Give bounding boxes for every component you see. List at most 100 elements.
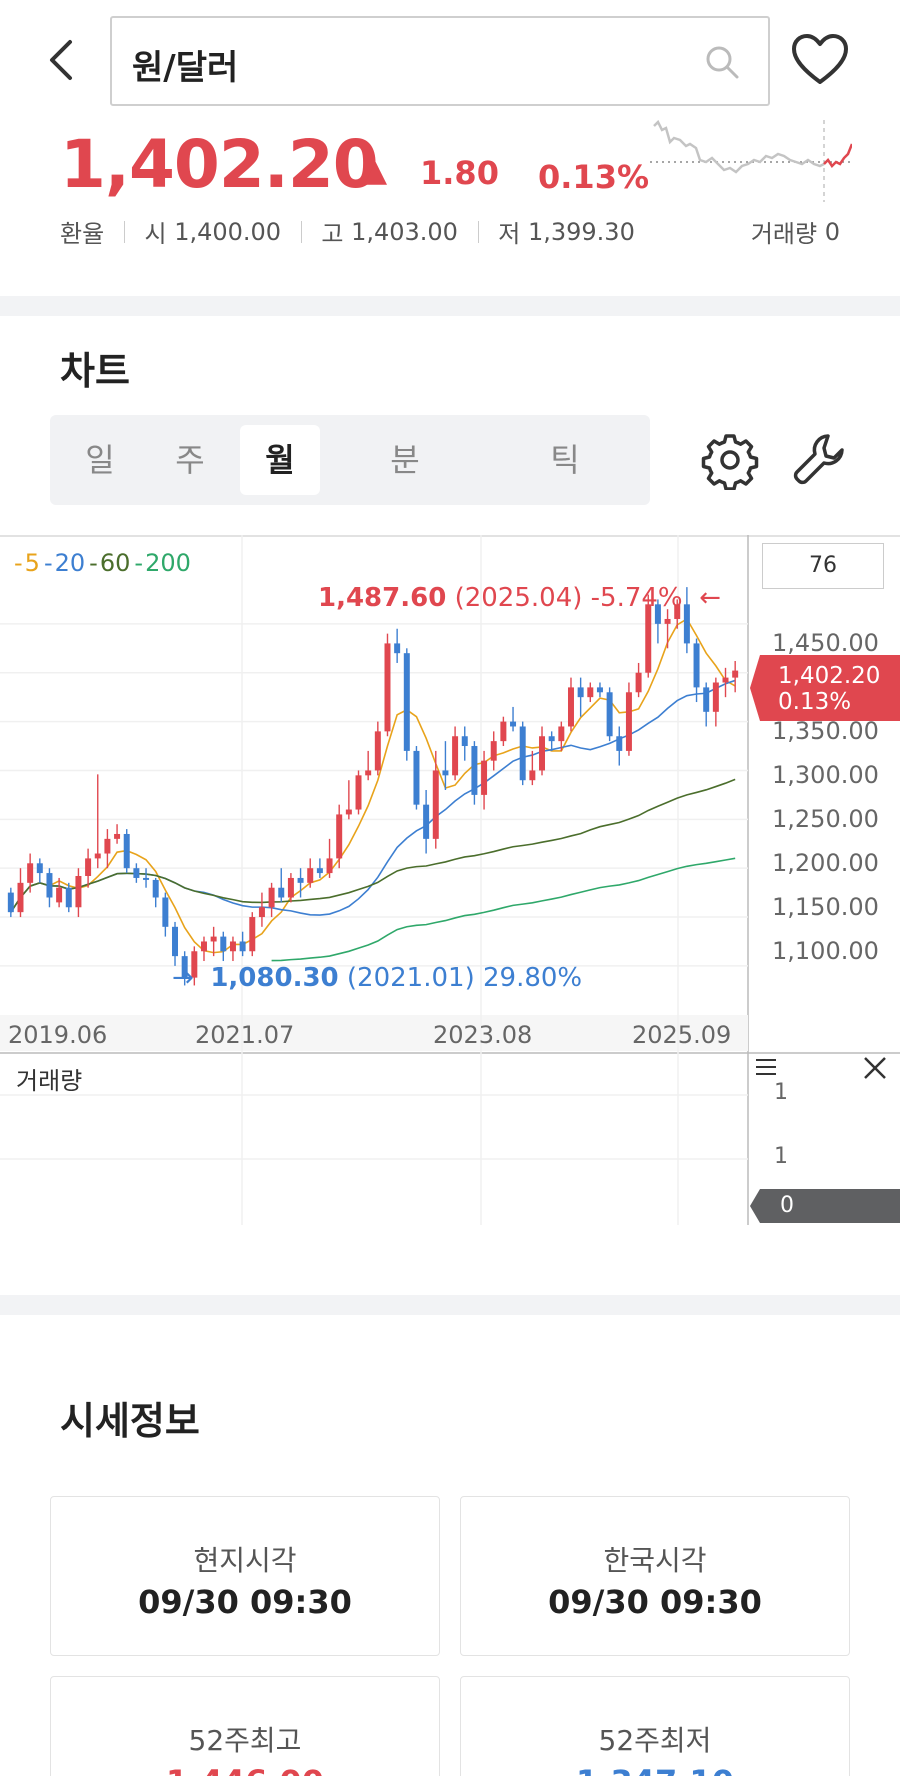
candle-body[interactable] bbox=[654, 604, 661, 624]
candle-body[interactable] bbox=[529, 770, 536, 781]
candle-body[interactable] bbox=[645, 604, 652, 673]
candle-body[interactable] bbox=[94, 853, 101, 859]
chart-tools-button[interactable] bbox=[790, 430, 850, 490]
candle-body[interactable] bbox=[461, 736, 468, 747]
candle-body[interactable] bbox=[181, 956, 188, 978]
candle-body[interactable] bbox=[519, 726, 526, 781]
candle-body[interactable] bbox=[693, 643, 700, 688]
candle-body[interactable] bbox=[490, 741, 497, 761]
candle-body[interactable] bbox=[326, 858, 333, 874]
candle-body[interactable] bbox=[85, 858, 92, 876]
candle-body[interactable] bbox=[133, 868, 140, 878]
tab-minute[interactable]: 분 bbox=[390, 441, 420, 479]
candle-body[interactable] bbox=[616, 736, 623, 751]
candlestick-chart[interactable]: -5 -20 -60 -200 76 1,487.60 (2025.04) -5.74… bbox=[0, 535, 900, 1225]
candle-body[interactable] bbox=[355, 775, 362, 810]
chart-settings-button[interactable] bbox=[700, 430, 760, 491]
y-tick-label: 1,350.00 bbox=[772, 717, 879, 745]
tab-tick[interactable]: 틱 bbox=[550, 441, 580, 479]
hamburger-menu-icon[interactable] bbox=[754, 1055, 778, 1079]
candle-body[interactable] bbox=[191, 951, 198, 978]
candle-body[interactable] bbox=[75, 876, 82, 908]
candle-body[interactable] bbox=[143, 877, 150, 880]
candle-body[interactable] bbox=[27, 863, 34, 883]
candle-body[interactable] bbox=[587, 687, 594, 698]
candle-body[interactable] bbox=[452, 736, 459, 776]
chart-canvas[interactable] bbox=[0, 535, 900, 1225]
candle-body[interactable] bbox=[220, 936, 227, 952]
chart-interval-tabs: 일 주 월 분 틱 bbox=[50, 415, 650, 505]
candle-body[interactable] bbox=[268, 887, 275, 908]
candle-body[interactable] bbox=[229, 941, 236, 952]
candle-body[interactable] bbox=[664, 618, 671, 624]
candle-body[interactable] bbox=[297, 877, 304, 883]
candle-body[interactable] bbox=[7, 892, 14, 913]
candle-body[interactable] bbox=[481, 760, 488, 795]
candle-body[interactable] bbox=[722, 677, 729, 683]
candle-body[interactable] bbox=[471, 746, 478, 795]
period-count-box[interactable]: 76 bbox=[762, 543, 884, 589]
candle-body[interactable] bbox=[500, 721, 507, 742]
candle-body[interactable] bbox=[239, 941, 246, 952]
candle-body[interactable] bbox=[606, 692, 613, 737]
y-tick-label: 1,250.00 bbox=[772, 805, 879, 833]
ma-20-label: -20 bbox=[44, 549, 87, 577]
period-low-pct: 29.80% bbox=[482, 963, 583, 993]
candle-body[interactable] bbox=[374, 731, 381, 771]
candle-body[interactable] bbox=[104, 838, 111, 854]
candle-body[interactable] bbox=[365, 770, 372, 776]
favorite-button[interactable] bbox=[788, 30, 852, 90]
candle-body[interactable] bbox=[732, 670, 739, 678]
candle-body[interactable] bbox=[336, 814, 343, 859]
close-icon[interactable] bbox=[862, 1055, 888, 1081]
candle-body[interactable] bbox=[567, 687, 574, 727]
candle-body[interactable] bbox=[539, 736, 546, 771]
period-low-marker: → 1,080.30 (2021.01) 29.80% bbox=[172, 963, 582, 993]
x-tick-label: 2021.07 bbox=[195, 1021, 295, 1049]
tab-day[interactable]: 일 bbox=[85, 441, 115, 479]
search-input[interactable]: 원/달러 bbox=[110, 16, 770, 106]
candle-body[interactable] bbox=[278, 887, 285, 898]
candle-body[interactable] bbox=[210, 936, 217, 942]
candle-body[interactable] bbox=[577, 687, 584, 698]
candle-body[interactable] bbox=[162, 897, 169, 927]
search-icon[interactable] bbox=[702, 42, 742, 82]
candle-body[interactable] bbox=[56, 887, 63, 903]
back-button[interactable] bbox=[40, 30, 84, 90]
candle-body[interactable] bbox=[413, 750, 420, 805]
candle-body[interactable] bbox=[114, 833, 121, 839]
candle-body[interactable] bbox=[249, 917, 256, 952]
candle-body[interactable] bbox=[316, 868, 323, 874]
candle-body[interactable] bbox=[65, 887, 72, 908]
candle-body[interactable] bbox=[596, 687, 603, 693]
candle-body[interactable] bbox=[200, 941, 207, 952]
candle-body[interactable] bbox=[307, 868, 314, 883]
candle-body[interactable] bbox=[17, 882, 24, 913]
candle-body[interactable] bbox=[558, 726, 565, 742]
candle-body[interactable] bbox=[345, 809, 352, 815]
candle-body[interactable] bbox=[287, 877, 294, 898]
candle-body[interactable] bbox=[46, 873, 53, 898]
intraday-sparkline[interactable] bbox=[650, 120, 852, 202]
candle-body[interactable] bbox=[384, 643, 391, 732]
candle-body[interactable] bbox=[394, 643, 401, 654]
candle-body[interactable] bbox=[36, 863, 43, 874]
candle-body[interactable] bbox=[674, 604, 681, 619]
candle-body[interactable] bbox=[152, 879, 159, 898]
candle-body[interactable] bbox=[423, 804, 430, 839]
candle-body[interactable] bbox=[625, 692, 632, 751]
candle-body[interactable] bbox=[683, 604, 690, 644]
tab-week[interactable]: 주 bbox=[175, 441, 205, 479]
candle-body[interactable] bbox=[510, 721, 517, 727]
candle-body[interactable] bbox=[258, 907, 265, 918]
candle-body[interactable] bbox=[635, 672, 642, 693]
candle-body[interactable] bbox=[123, 833, 130, 869]
tab-month[interactable]: 월 bbox=[240, 425, 320, 495]
candle-body[interactable] bbox=[432, 770, 439, 839]
candle-body[interactable] bbox=[403, 653, 410, 751]
candle-body[interactable] bbox=[712, 682, 719, 712]
candle-body[interactable] bbox=[703, 687, 710, 712]
candle-body[interactable] bbox=[442, 770, 449, 776]
candle-body[interactable] bbox=[548, 736, 555, 742]
candle-body[interactable] bbox=[172, 926, 179, 957]
